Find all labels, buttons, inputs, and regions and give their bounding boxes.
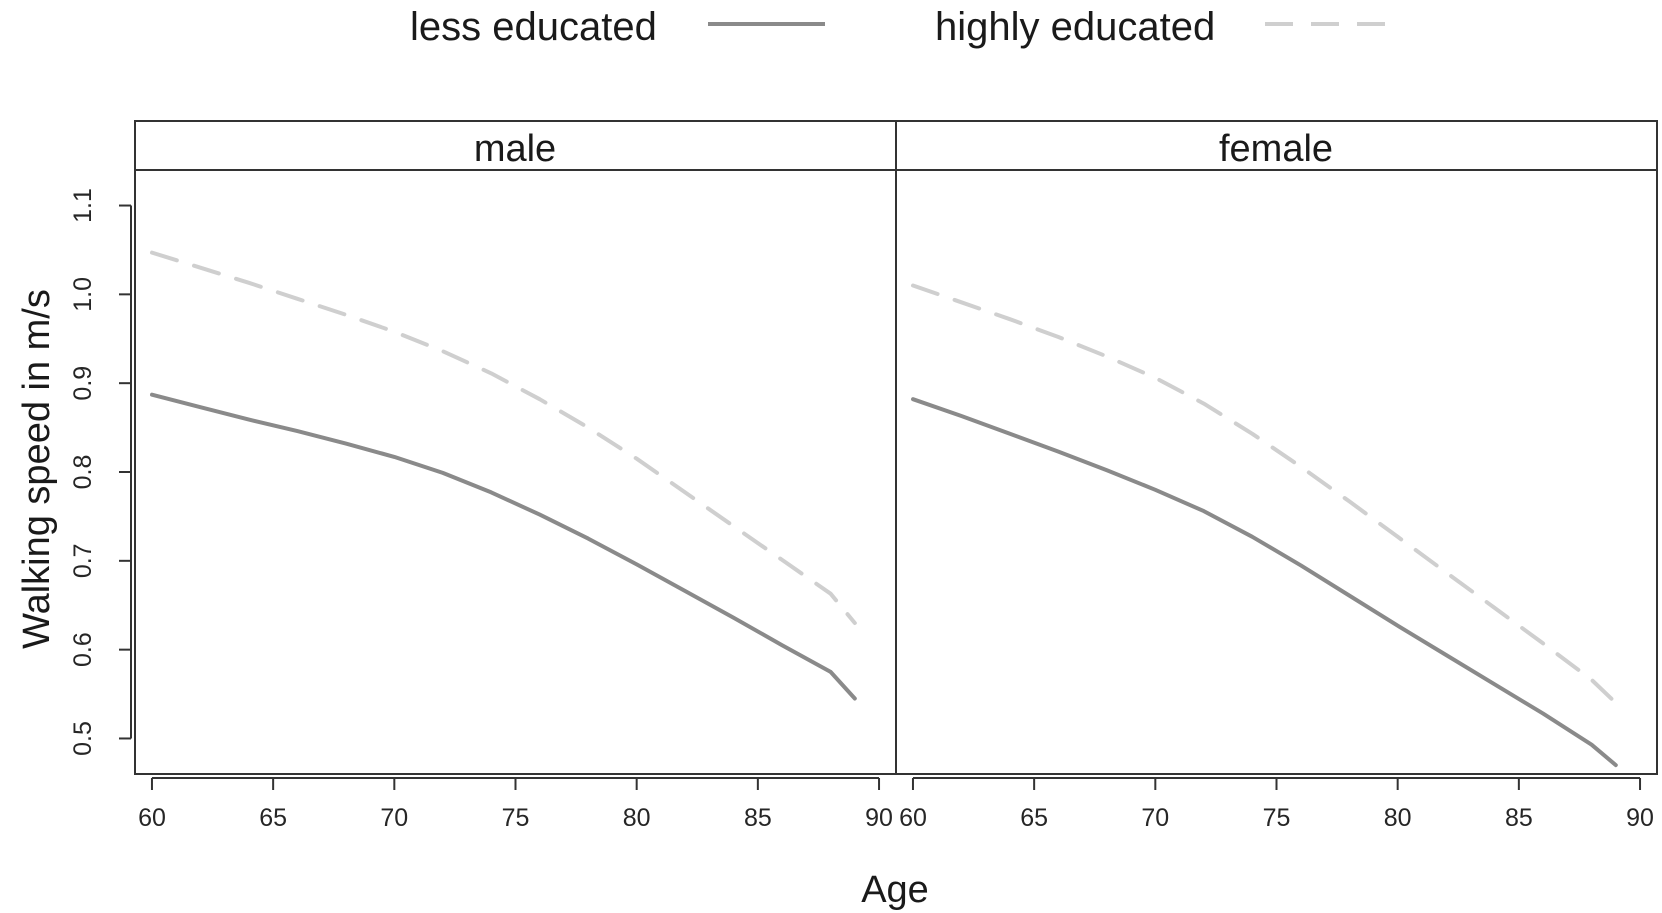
series-line-female-less-educated <box>911 397 1618 768</box>
series-line-male-highly-educated <box>150 250 857 625</box>
panel-female-series <box>911 283 1618 768</box>
y-tick-label: 0.7 <box>69 543 97 578</box>
x-tick-label: 70 <box>380 804 408 832</box>
y-tick-label: 0.9 <box>69 366 97 401</box>
legend-label-highly-educated: highly educated <box>935 5 1215 49</box>
x-tick-label: 75 <box>502 804 530 832</box>
panel-female: female <box>895 120 1658 775</box>
series-line-male-less-educated <box>150 392 857 701</box>
y-tick-label: 0.5 <box>69 721 97 756</box>
series-line-female-highly-educated <box>911 283 1618 705</box>
panel-female-frame <box>895 120 1658 775</box>
y-tick-label: 0.6 <box>69 632 97 667</box>
x-tick-label: 90 <box>865 804 893 832</box>
y-tick-label: 1.1 <box>69 188 97 223</box>
x-tick-label: 60 <box>138 804 166 832</box>
x-axis-female: 60 65 70 75 80 85 90 <box>899 777 1654 832</box>
x-tick-label: 80 <box>623 804 651 832</box>
x-tick-label: 85 <box>744 804 772 832</box>
y-tick-label: 0.8 <box>69 455 97 490</box>
y-axis-title: Walking speed in m/s <box>16 289 58 649</box>
x-axis-male: 60 65 70 75 80 85 90 <box>138 777 893 832</box>
x-tick-label: 60 <box>899 804 927 832</box>
x-tick-label: 70 <box>1141 804 1169 832</box>
x-tick-label: 65 <box>1020 804 1048 832</box>
panel-male-series <box>150 250 857 701</box>
panel-male-strip-label: male <box>474 128 556 170</box>
x-tick-label: 85 <box>1505 804 1533 832</box>
x-tick-label: 75 <box>1263 804 1291 832</box>
legend-label-less-educated: less educated <box>410 5 657 49</box>
y-axis: 0.5 0.6 0.7 0.8 0.9 1.0 1.1 <box>69 188 132 756</box>
legend: less educated highly educated <box>410 5 1385 49</box>
panel-male-frame <box>134 120 897 775</box>
panel-male: male <box>134 120 897 775</box>
x-tick-label: 65 <box>259 804 287 832</box>
x-axis-title: Age <box>861 869 929 911</box>
x-tick-label: 90 <box>1626 804 1654 832</box>
y-tick-label: 1.0 <box>69 277 97 312</box>
x-tick-label: 80 <box>1384 804 1412 832</box>
panel-female-strip-label: female <box>1219 128 1333 170</box>
